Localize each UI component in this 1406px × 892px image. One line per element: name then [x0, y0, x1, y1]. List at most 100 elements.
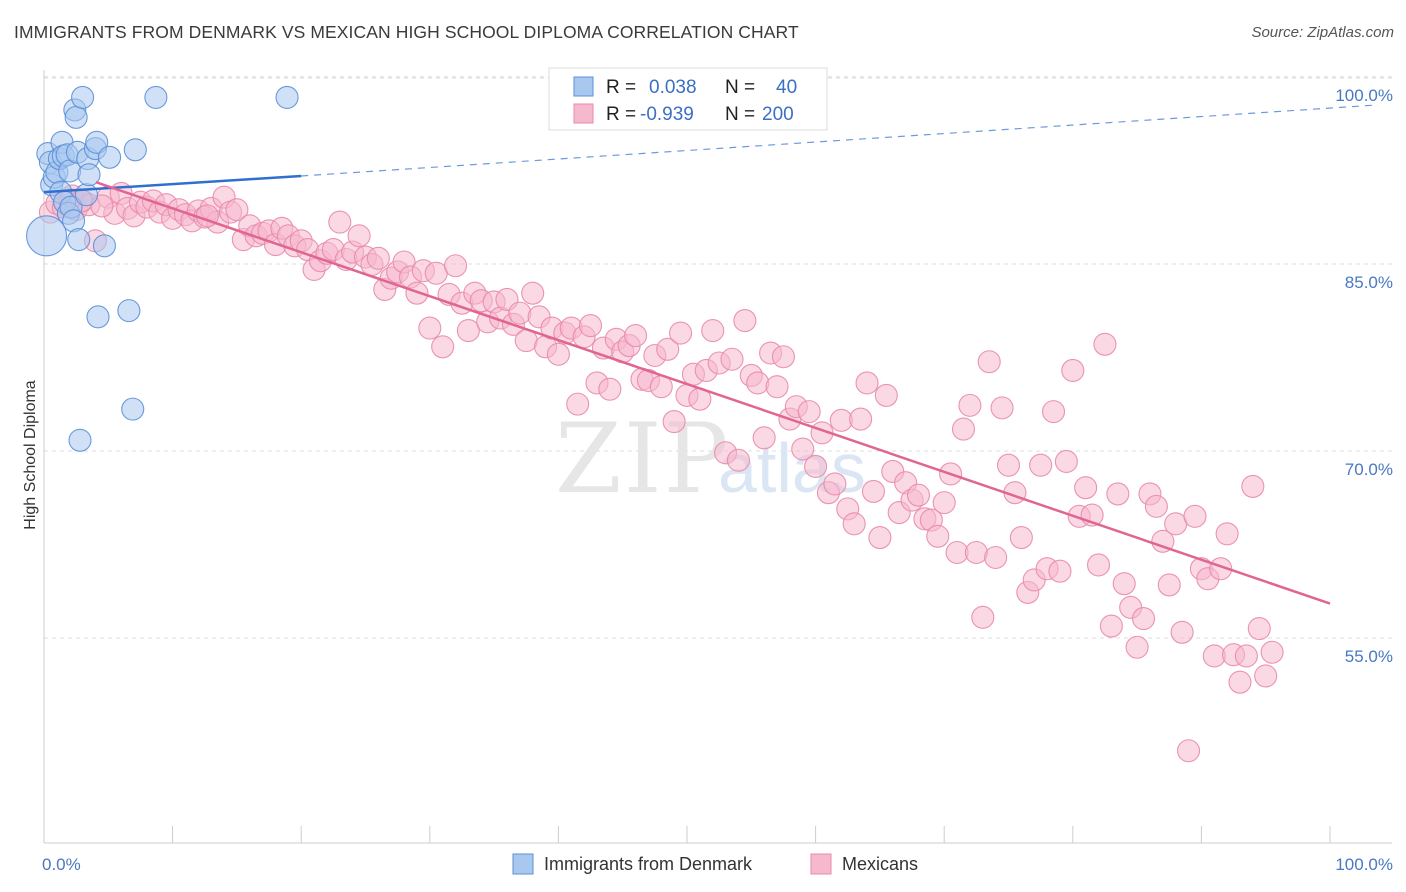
mexicans-point [1176, 739, 1201, 763]
mexicans-point [1093, 332, 1117, 356]
mexicans-point [443, 254, 468, 278]
mexicans-point [1131, 607, 1156, 631]
denmark-point [85, 130, 109, 154]
mexicans-point [1228, 670, 1252, 694]
stats-legend: R = 0.038 N = 40 R = -0.939 N = 200 [548, 67, 828, 131]
y-tick-label-0: 100.0% [1335, 86, 1393, 105]
mexicans-point [945, 540, 969, 565]
mexicans-point [1074, 476, 1098, 500]
mexicans-point [996, 453, 1021, 477]
mexicans-point [823, 472, 847, 496]
mexicans-point [1086, 553, 1111, 577]
mexicans-point [1125, 635, 1149, 659]
denmark-point [26, 215, 68, 257]
mexicans-point [701, 319, 725, 343]
mexicans-point [1164, 512, 1188, 536]
mexicans-point [328, 210, 352, 234]
mexicans-point [1151, 529, 1175, 553]
mexicans-point [521, 281, 545, 305]
mexicans-point [1106, 482, 1130, 506]
denmark-point [64, 105, 88, 129]
legend-swatch-mexicans [573, 103, 594, 124]
mexicans-point [656, 337, 680, 361]
bottom-legend-label-denmark: Immigrants from Denmark [544, 854, 753, 874]
mexicans-point [829, 408, 853, 432]
chart-title: IMMIGRANTS FROM DENMARK VS MEXICAN HIGH … [14, 22, 799, 42]
mexicans-point [964, 540, 988, 565]
mexicans-point [566, 392, 590, 416]
denmark-point [74, 183, 98, 207]
trend-lines [43, 104, 1379, 605]
mexicans-point [771, 345, 796, 369]
mexicans-point [418, 316, 442, 340]
mexicans-point [624, 324, 648, 348]
trend-line-denmark [43, 174, 302, 194]
stats-legend-box [548, 67, 828, 131]
y-axis-label: High School Diploma [22, 380, 39, 530]
mexicans-point [842, 512, 866, 536]
mexicans-point [1202, 644, 1226, 668]
denmark-point [123, 138, 147, 162]
mexicans-point [765, 375, 789, 399]
mexicans-point [951, 417, 976, 441]
mexicans-point [977, 350, 1001, 374]
series-denmark-points [26, 85, 299, 452]
mexicans-point [1048, 559, 1072, 583]
mexicans-point [1144, 494, 1168, 518]
mexicans-point [726, 448, 750, 472]
mexicans-point [906, 483, 931, 507]
x-tick-label-1: 100.0% [1335, 855, 1393, 874]
mexicans-point [1061, 358, 1085, 383]
mexicans-point [1041, 400, 1066, 424]
mexicans-point [868, 525, 892, 550]
mexicans-point [508, 301, 532, 325]
legend-r-label-2: R = [606, 104, 636, 125]
mexicans-point [971, 605, 995, 629]
mexicans-point [1170, 620, 1194, 644]
denmark-point [68, 428, 92, 452]
y-tick-label-3: 55.0% [1345, 647, 1393, 666]
tick-labels: 100.0% 85.0% 70.0% 55.0% 0.0% 100.0% [42, 86, 1393, 874]
denmark-point [92, 234, 116, 258]
bottom-legend-swatch-denmark [512, 853, 534, 875]
mexicans-point [804, 454, 828, 479]
denmark-point [275, 85, 299, 109]
y-tick-label-1: 85.0% [1345, 273, 1393, 292]
bottom-legend-label-mexicans: Mexicans [842, 854, 918, 874]
mexicans-point [1009, 525, 1033, 550]
mexicans-point [598, 377, 622, 401]
series-mexicans-points [38, 181, 1284, 763]
mexicans-point [958, 393, 982, 417]
denmark-point [98, 145, 122, 169]
denmark-point [77, 163, 101, 187]
legend-n-value-1: 40 [776, 77, 797, 98]
mexicans-point [225, 198, 249, 222]
mexicans-point [746, 371, 770, 395]
mexicans-point [1183, 504, 1207, 528]
mexicans-point [1054, 449, 1078, 474]
mexicans-point [669, 321, 693, 345]
series-legend: Immigrants from Denmark Mexicans [512, 853, 918, 875]
mexicans-point [431, 335, 455, 359]
bottom-legend-swatch-mexicans [810, 853, 832, 875]
mexicans-point [1234, 644, 1258, 668]
mexicans-point [546, 342, 570, 366]
legend-n-value-2: 200 [762, 104, 794, 125]
mexicans-point [1215, 522, 1239, 546]
legend-n-label-1: N = [725, 77, 755, 98]
mexicans-point [424, 261, 448, 285]
denmark-point [121, 397, 145, 421]
mexicans-point [990, 396, 1014, 420]
mexicans-point [861, 479, 886, 503]
mexicans-point [347, 224, 371, 248]
denmark-point [86, 305, 110, 329]
mexicans-point [926, 524, 950, 548]
mexicans-point [1112, 572, 1136, 596]
mexicans-point [791, 437, 815, 461]
mexicans-point [1029, 453, 1053, 477]
mexicans-point [1260, 640, 1284, 664]
mexicans-point [1254, 664, 1278, 688]
legend-swatch-denmark [573, 76, 594, 97]
mexicans-point [720, 347, 744, 371]
